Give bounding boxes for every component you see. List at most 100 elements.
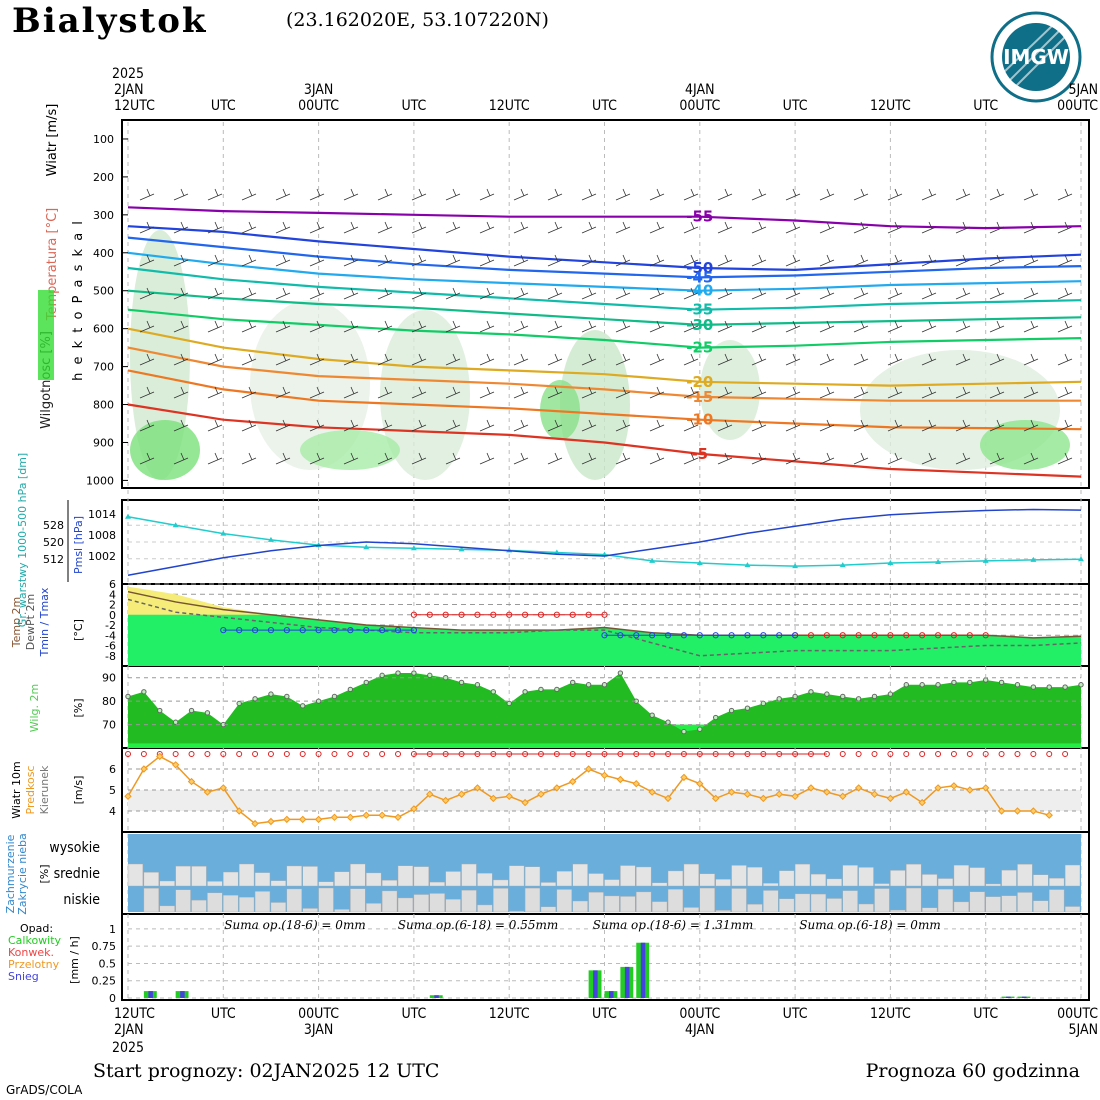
wind-barb	[377, 254, 393, 267]
wind-direction-marker	[315, 751, 322, 757]
cloud-mid-bar	[810, 873, 827, 887]
cloud-low-bar	[731, 888, 747, 913]
wind-barb	[887, 221, 903, 234]
wind-barb	[989, 386, 1005, 399]
wind-side-label: Kierunek	[38, 765, 51, 814]
cloud-low-bar	[1049, 889, 1065, 913]
temperature-tick: 2	[109, 599, 116, 612]
pressure-msl-tick: 1014	[88, 508, 116, 521]
cloud-low-bar	[207, 892, 223, 913]
wind-speed-marker	[807, 784, 815, 792]
wind-direction-marker	[347, 751, 354, 757]
cloud-low-bar	[381, 890, 398, 913]
wind-barb	[1057, 386, 1073, 399]
wind-barb	[275, 452, 291, 465]
temperature-side-label: Tmin / Tmax	[38, 587, 51, 657]
wind-barb	[207, 386, 223, 399]
geopotential-marker	[125, 513, 131, 519]
cloud-low-bar	[445, 899, 461, 913]
cloud-mid-bar	[715, 879, 731, 887]
precip-legend-label: Konwek.	[8, 946, 54, 959]
cloud-mid-bar	[238, 863, 255, 887]
wind-direction-marker	[871, 751, 878, 757]
cloud-low-bar	[159, 905, 175, 913]
humidity-marker	[792, 693, 798, 700]
humidity-marker	[728, 707, 735, 714]
wind-direction-marker	[363, 751, 370, 757]
cross-section-side-label: Wiatr [m/s]	[45, 104, 60, 177]
wind-barb	[615, 419, 631, 432]
wind-barb	[241, 320, 257, 333]
wind-barb	[377, 221, 393, 234]
humidity-marker	[665, 719, 671, 725]
cloud-mid-bar	[334, 871, 350, 887]
time-tick-bottom: 00UTC	[679, 1006, 720, 1022]
forecast-length: Prognoza 60 godzinna	[866, 1060, 1080, 1082]
wind-barb	[615, 188, 631, 201]
wind-speed-marker	[759, 794, 768, 803]
wind-barb	[751, 287, 767, 300]
pressure-tick-label: 500	[93, 285, 114, 298]
isotherm-label: -45	[686, 268, 713, 286]
wind-barb	[615, 320, 631, 333]
wind-speed-marker	[203, 788, 212, 796]
humidity-area	[380, 310, 470, 480]
wind-barb	[411, 254, 427, 267]
wind-barb	[241, 419, 257, 432]
wind-speed-marker	[569, 777, 577, 786]
cloud-mid-bar	[731, 865, 747, 887]
time-tick-top: 00UTC	[298, 98, 339, 114]
date-label-top: 5JAN	[1068, 82, 1098, 98]
geopotential-marker	[887, 560, 894, 565]
wind-direction-marker	[935, 751, 942, 757]
humidity-marker	[570, 679, 576, 686]
cloud-mid-bar	[620, 865, 636, 887]
wind-barb	[343, 320, 359, 333]
wind-barb	[615, 221, 631, 234]
wind-barb	[173, 188, 189, 201]
humidity-tick: 90	[102, 672, 116, 685]
cloud-mid-bar	[763, 882, 779, 887]
wind-barb	[1057, 188, 1073, 201]
humidity-legend-swatch	[38, 290, 54, 380]
humidity-marker	[188, 707, 195, 714]
wind-barb	[513, 287, 529, 300]
cloud-mid-bar	[286, 865, 302, 887]
wind-speed-marker	[521, 798, 529, 807]
wind-barb	[241, 254, 257, 267]
wind-barb	[649, 254, 665, 267]
geopotential-tick: 528	[43, 519, 64, 532]
cloud-low-bar	[318, 887, 334, 913]
cloud-mid-bar	[969, 867, 985, 887]
humidity-marker	[379, 672, 385, 679]
wind-speed-marker	[410, 805, 418, 813]
wind-barb	[1023, 254, 1039, 267]
wind-barb	[819, 320, 835, 333]
cloud-low-bar	[890, 909, 906, 913]
wind-direction-marker	[204, 751, 211, 757]
wind-barb	[649, 287, 665, 300]
wind-barb	[887, 353, 903, 366]
cloud-low-bar	[143, 888, 159, 913]
wind-barb	[921, 419, 937, 432]
wind-barb	[241, 452, 257, 465]
wind-barb	[343, 419, 359, 432]
wind-speed-marker	[632, 779, 640, 788]
wind-barb	[309, 287, 325, 300]
precip-legend-label: Opad:	[20, 922, 53, 935]
wind-barb	[989, 353, 1005, 366]
wind-direction-marker	[299, 751, 306, 757]
wind-speed-marker	[600, 771, 609, 780]
wind-barb	[649, 221, 665, 234]
wind-barb	[547, 353, 563, 366]
wind-barb	[207, 320, 223, 333]
cloud-low-bar	[1033, 900, 1049, 913]
cloud-low-bar	[921, 907, 938, 913]
wind-barb	[547, 386, 563, 399]
wind-barb	[819, 188, 835, 201]
cloud-low-bar	[826, 898, 842, 913]
wind-barb	[683, 254, 699, 267]
wind-direction-marker	[998, 751, 1005, 757]
temperature-tick: -2	[105, 619, 116, 632]
isotherm	[127, 225, 1082, 272]
